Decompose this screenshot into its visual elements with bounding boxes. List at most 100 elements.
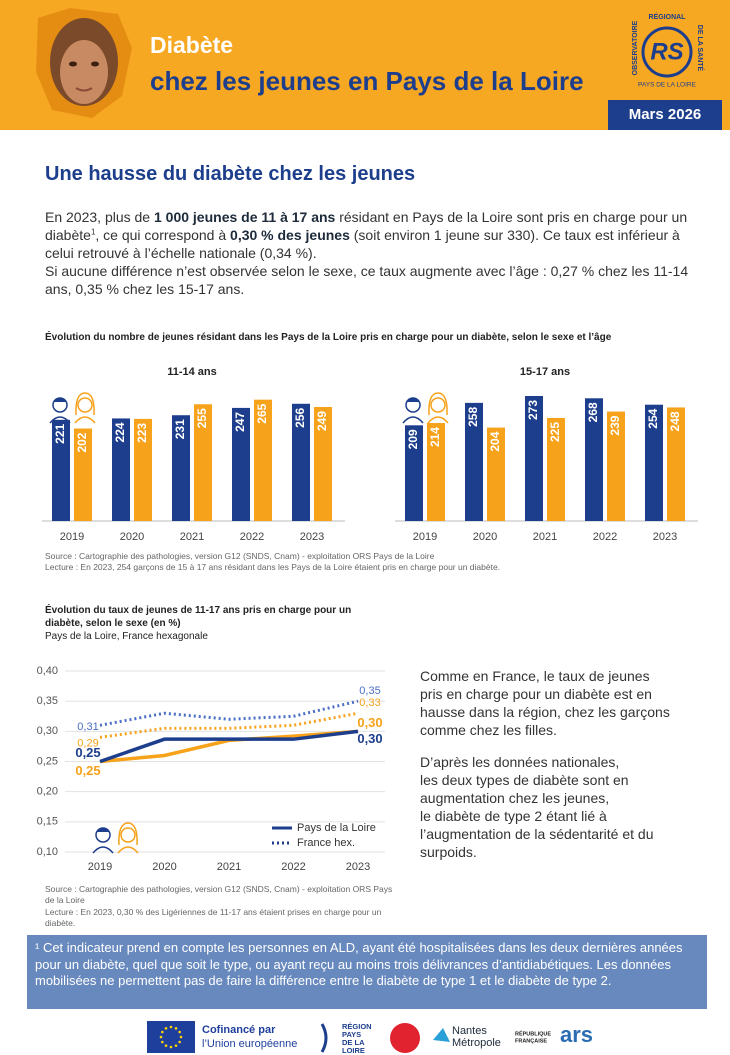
y-tick-label: 0,25: [37, 755, 58, 767]
section-title: Une hausse du diabète chez les jeunes: [45, 163, 416, 185]
text-run: 1: [90, 227, 96, 237]
title-line-2: chez les jeunes en Pays de la Loire: [150, 66, 584, 96]
value-label: 0,25: [75, 745, 100, 760]
logo-bottom: PAYS DE LA LOIRE: [638, 82, 697, 89]
legend-label: France hex.: [297, 837, 355, 849]
x-tick-label: 2021: [180, 531, 204, 543]
x-tick-label: 2022: [240, 531, 264, 543]
bar-label: 249: [315, 411, 329, 431]
bar: [112, 418, 130, 521]
bar: [487, 427, 505, 521]
region-text: RÉGION: [342, 1022, 372, 1031]
bar-label: 256: [293, 407, 307, 427]
bar: [525, 396, 543, 521]
rf-text: FRANÇAISE: [515, 1038, 547, 1044]
x-tick-label: 2019: [60, 531, 84, 543]
line-chart-title: Évolution du taux de jeunes de 11-17 ans…: [45, 605, 352, 629]
x-tick-label: 2021: [217, 861, 241, 873]
bar-label: 258: [466, 407, 480, 427]
region-text: DE LA: [342, 1038, 365, 1047]
shoulders: [92, 846, 114, 854]
text-line: l’augmentation de la sédentarité et du: [420, 826, 654, 842]
shoulders: [117, 846, 139, 854]
panel-title: 11-14 ans: [167, 366, 217, 378]
bar: [134, 418, 152, 521]
bar: [232, 407, 250, 521]
bar-label: 239: [608, 415, 622, 435]
line-chart-subtitle: Pays de la Loire, France hexagonale: [45, 631, 208, 642]
logo-right: DE LA SANTÉ: [696, 25, 705, 72]
value-label: 0,29: [77, 737, 98, 749]
text-line: Comme en France, le taux de jeunes: [420, 668, 650, 684]
head: [430, 397, 446, 413]
bar: [465, 402, 483, 521]
boy-icon: [49, 397, 71, 424]
line: [99, 729, 359, 764]
x-tick-label: 2019: [88, 861, 112, 873]
text-run: 1 000 jeunes de 11 à 17 ans: [153, 209, 336, 225]
text-run: , ce qui correspond à: [95, 227, 231, 243]
value-label: 0,30: [357, 731, 382, 746]
girl-icon: [427, 392, 449, 424]
value-label: 0,25: [75, 763, 100, 778]
shoulders: [427, 416, 449, 424]
nantes-text: Métropole: [452, 1037, 501, 1049]
logo-top: RÉGIONAL: [649, 12, 687, 21]
value-label: 0,30: [357, 715, 382, 730]
y-tick-label: 0,20: [37, 786, 58, 798]
star: [164, 1027, 168, 1030]
region-text: LOIRE: [342, 1046, 365, 1055]
shoulders: [402, 416, 424, 424]
x-tick-label: 2023: [346, 861, 370, 873]
star: [161, 1040, 164, 1044]
text-run: 0,30 % des jeunes: [230, 227, 350, 243]
bar: [585, 398, 603, 521]
date: Mars 2026: [628, 106, 702, 123]
girl-icon: [117, 822, 139, 854]
legend-label: Pays de la Loire: [297, 822, 376, 834]
bar-label: 248: [668, 411, 682, 431]
eu-text: Cofinancé par: [202, 1024, 276, 1036]
x-tick-label: 2023: [300, 531, 324, 543]
bar-label: 247: [233, 412, 247, 432]
text-run: En 2023, plus de: [45, 209, 154, 225]
bar: [547, 417, 565, 521]
line-source: Source : Cartographie des pathologies, v…: [45, 884, 393, 905]
value-label: 0,31: [77, 721, 98, 733]
eu-text: l’Union européenne: [202, 1038, 297, 1050]
text-run: Si aucune différence n’est observée selo…: [45, 263, 689, 297]
y-tick-label: 0,15: [37, 816, 58, 828]
star: [178, 1030, 181, 1034]
x-tick-label: 2020: [120, 531, 144, 543]
y-tick-label: 0,40: [37, 665, 58, 677]
date-box: [608, 100, 722, 130]
text-run: (soit environ 1 jeune sur 330). Ce taux …: [45, 227, 680, 261]
bar-label: 202: [75, 432, 89, 452]
hair: [428, 392, 448, 416]
text-line: le diabète de type 2 étant lié à: [420, 808, 607, 824]
line: [99, 711, 359, 739]
nantes-text: Nantes: [452, 1025, 487, 1037]
shoulders: [74, 416, 96, 424]
red-logo: [390, 1023, 420, 1053]
bar: [405, 425, 423, 521]
bar-label: 214: [428, 427, 442, 447]
star: [161, 1030, 164, 1034]
nantes-mark: [433, 1028, 450, 1042]
region-mark: [320, 1023, 328, 1053]
text-run: résidant en Pays de la Loire sont pris e…: [45, 209, 688, 243]
text-line: les deux types de diabète sont en: [420, 772, 629, 788]
star: [169, 1045, 173, 1049]
logo-mark: RS: [650, 38, 683, 65]
paragraph: Comme en France, le taux de jeunes pris e…: [420, 667, 720, 739]
paragraph: D’après les données nationales, les deux …: [420, 753, 720, 861]
bar-label: 265: [255, 403, 269, 423]
boy-icon: [402, 397, 424, 424]
star: [164, 1044, 168, 1047]
y-tick-label: 0,30: [37, 725, 58, 737]
bar-reading: Lecture : En 2023, 254 garçons de 15 à 1…: [45, 562, 501, 572]
x-tick-label: 2019: [413, 531, 437, 543]
region-text: PAYS: [342, 1030, 361, 1039]
x-tick-label: 2020: [152, 861, 176, 873]
